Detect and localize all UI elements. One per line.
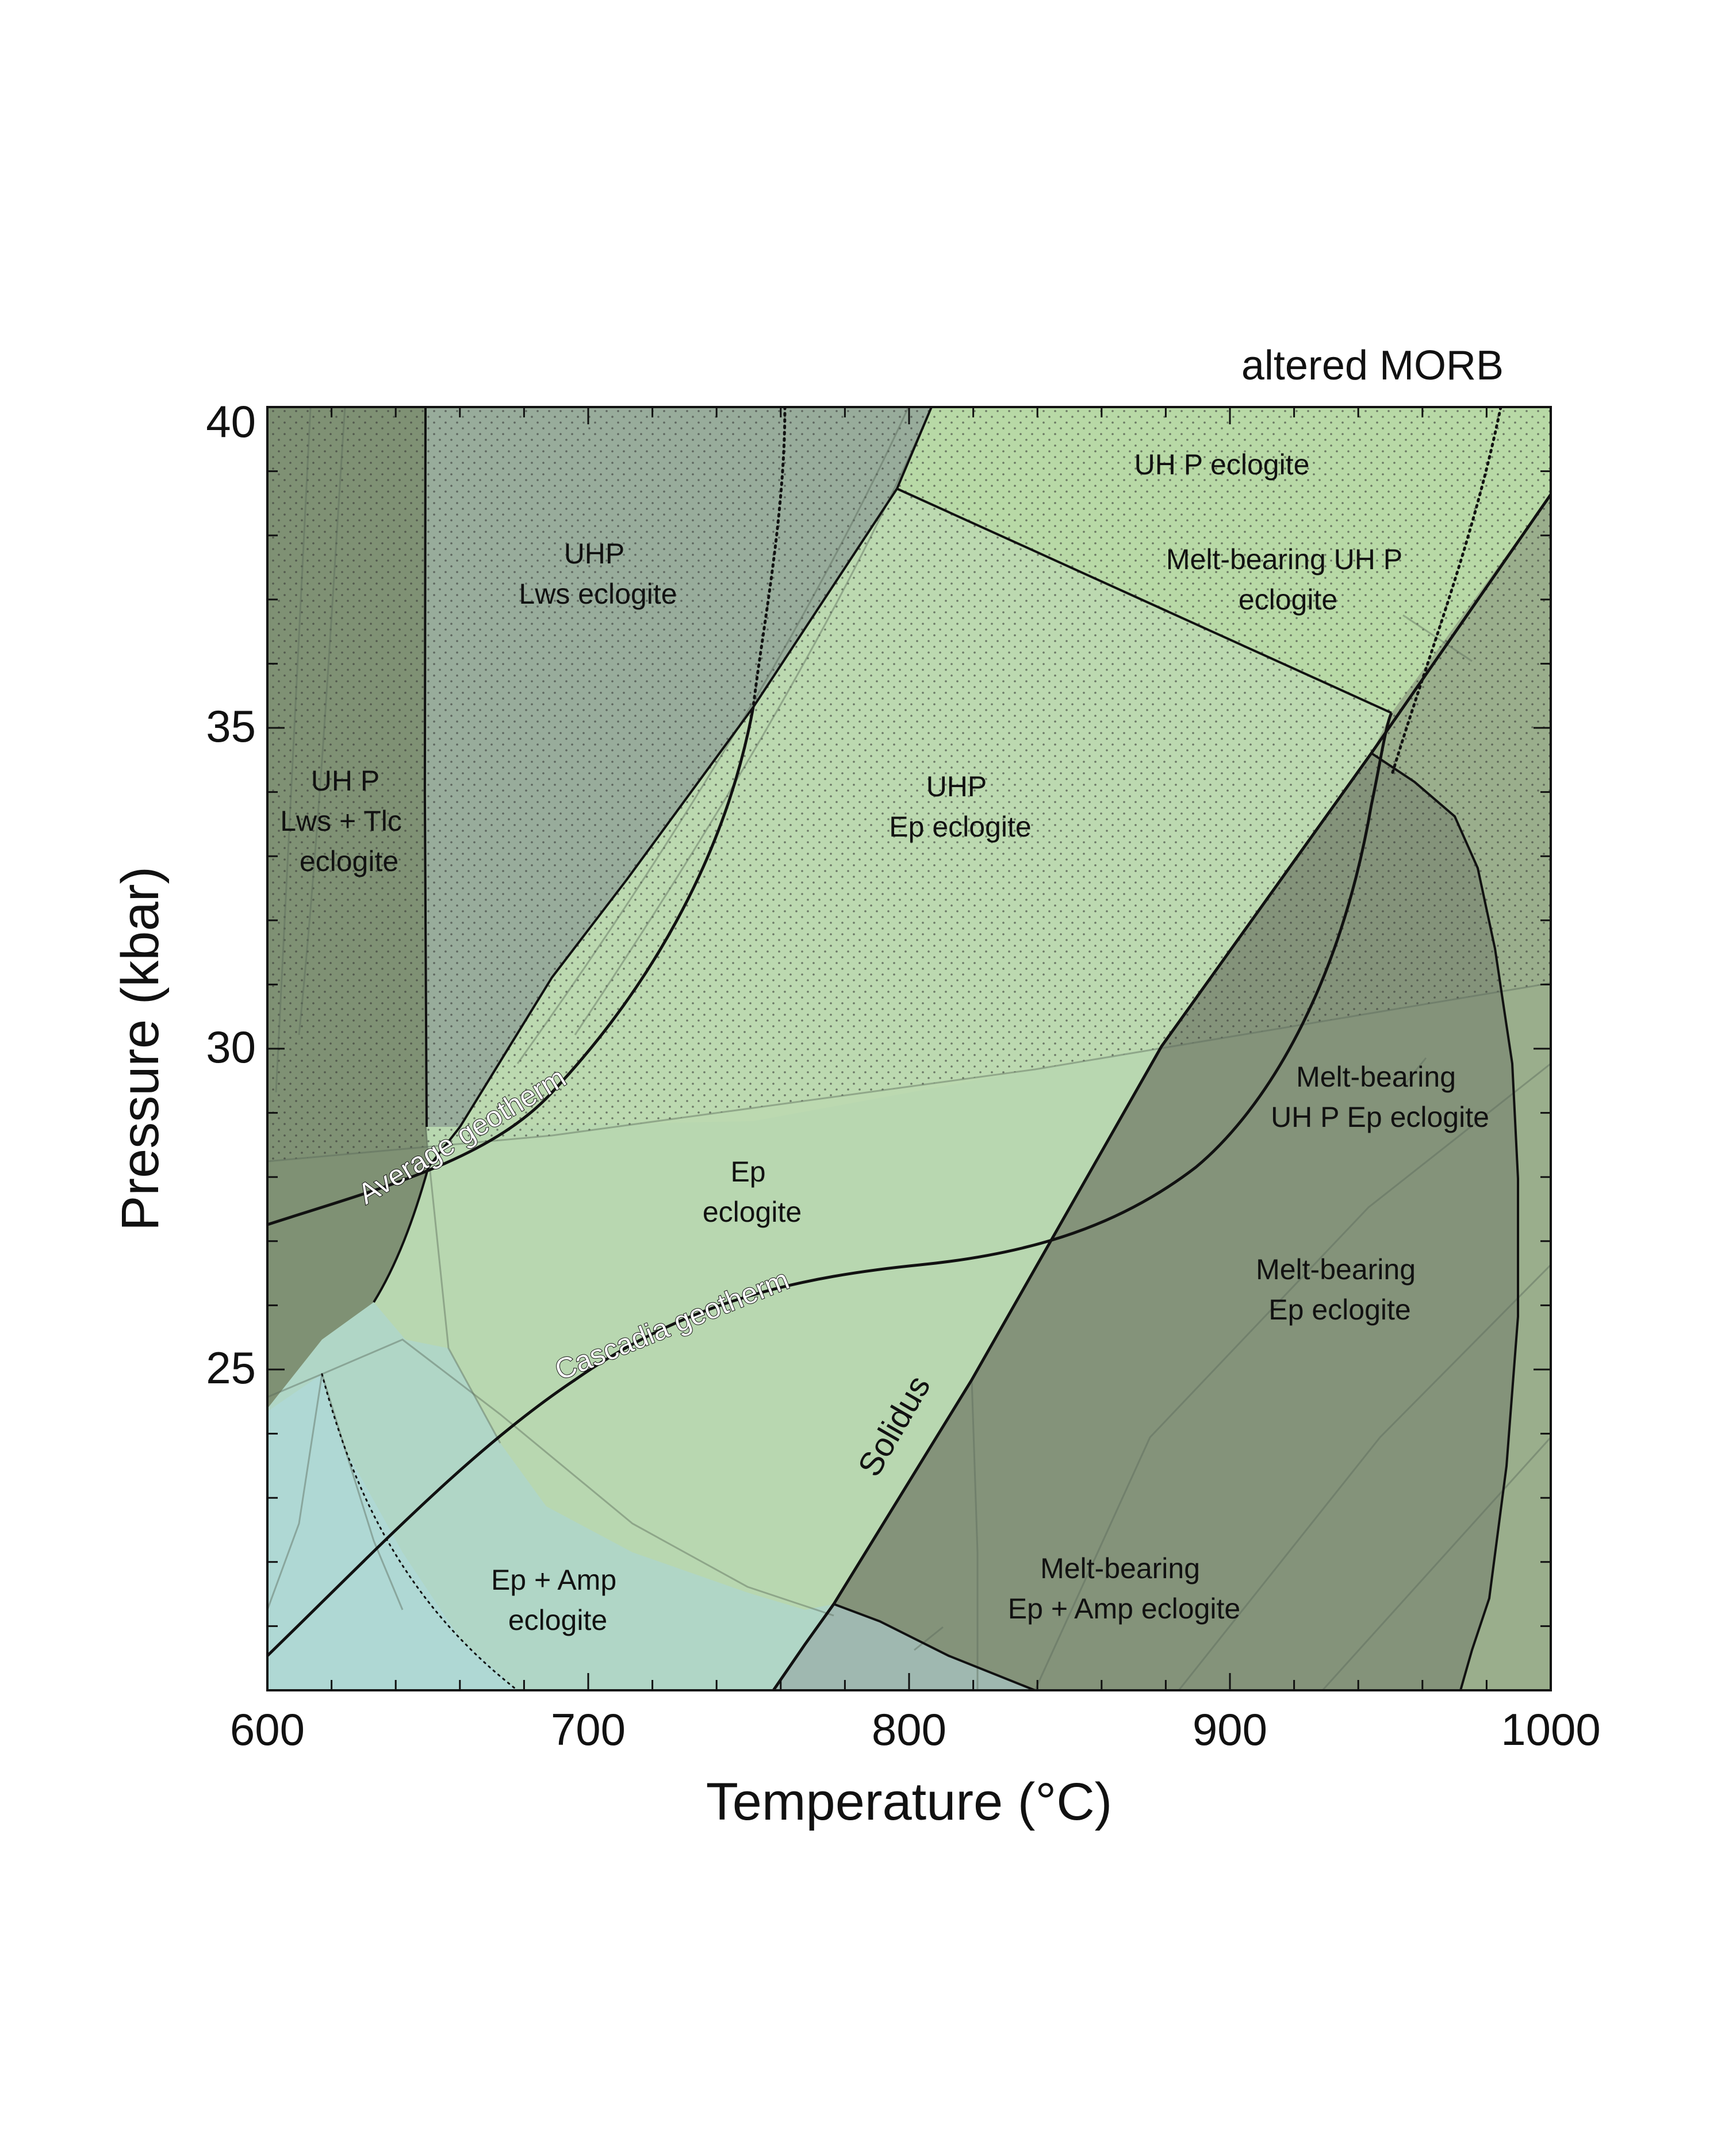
- x-tick-label: 800: [872, 1704, 946, 1755]
- y-tick-label: 30: [206, 1022, 256, 1072]
- cascadia-geotherm-curve: [267, 712, 1393, 1657]
- minor-boundaries: [267, 407, 1551, 1690]
- y-tick-labels: 25 30 35 40: [206, 396, 256, 1393]
- uhp-stipple-overlay: [267, 407, 1551, 1161]
- label-ep-eclogite: Ep eclogite: [703, 1156, 802, 1228]
- x-tick-labels: 600 700 800 900 1000: [230, 1704, 1601, 1755]
- label-melt-uhp-ep: Melt-bearing UH P Ep eclogite: [1271, 1061, 1489, 1133]
- label-uhp-ep: UHP Ep eclogite: [889, 770, 1031, 843]
- solidus-curve: [772, 493, 1551, 1690]
- label-uhp-eclogite: UH P eclogite: [1134, 448, 1310, 481]
- y-axis-title: Pressure (kbar): [111, 866, 170, 1231]
- x-tick-label: 900: [1193, 1704, 1267, 1755]
- y-tick-label: 25: [206, 1342, 256, 1393]
- field-labels: UH P Lws + Tlc eclogite UHP Lws eclogite…: [280, 448, 1489, 1636]
- dotted-reactions: [321, 407, 1502, 1690]
- x-tick-label: 600: [230, 1704, 305, 1755]
- plot-area: [267, 407, 1551, 1690]
- average-geotherm-curve: [267, 707, 755, 1226]
- label-uhp-lws: UHP Lws eclogite: [519, 538, 677, 610]
- major-boundaries: [373, 407, 1519, 1690]
- x-axis-title: Temperature (°C): [706, 1773, 1113, 1831]
- x-tick-label: 700: [551, 1704, 626, 1755]
- field-blue-corner: [267, 1374, 518, 1690]
- y-tick-label: 40: [206, 396, 256, 447]
- label-melt-ep-amp: Melt-bearing Ep + Amp eclogite: [1008, 1552, 1240, 1625]
- label-melt-uhp-eclogite: Melt-bearing UH P eclogite: [1166, 543, 1410, 616]
- label-uhp-lws-tlc: UH P Lws + Tlc eclogite: [280, 765, 410, 877]
- field-gray-patch: [773, 1604, 1035, 1690]
- diagram-title: altered MORB: [1241, 343, 1504, 389]
- label-ep-amp: Ep + Amp eclogite: [491, 1564, 624, 1636]
- axis-ticks: [266, 406, 1552, 1691]
- y-tick-label: 35: [206, 701, 256, 751]
- x-tick-label: 1000: [1501, 1704, 1601, 1755]
- label-melt-ep: Melt-bearing Ep eclogite: [1256, 1253, 1424, 1326]
